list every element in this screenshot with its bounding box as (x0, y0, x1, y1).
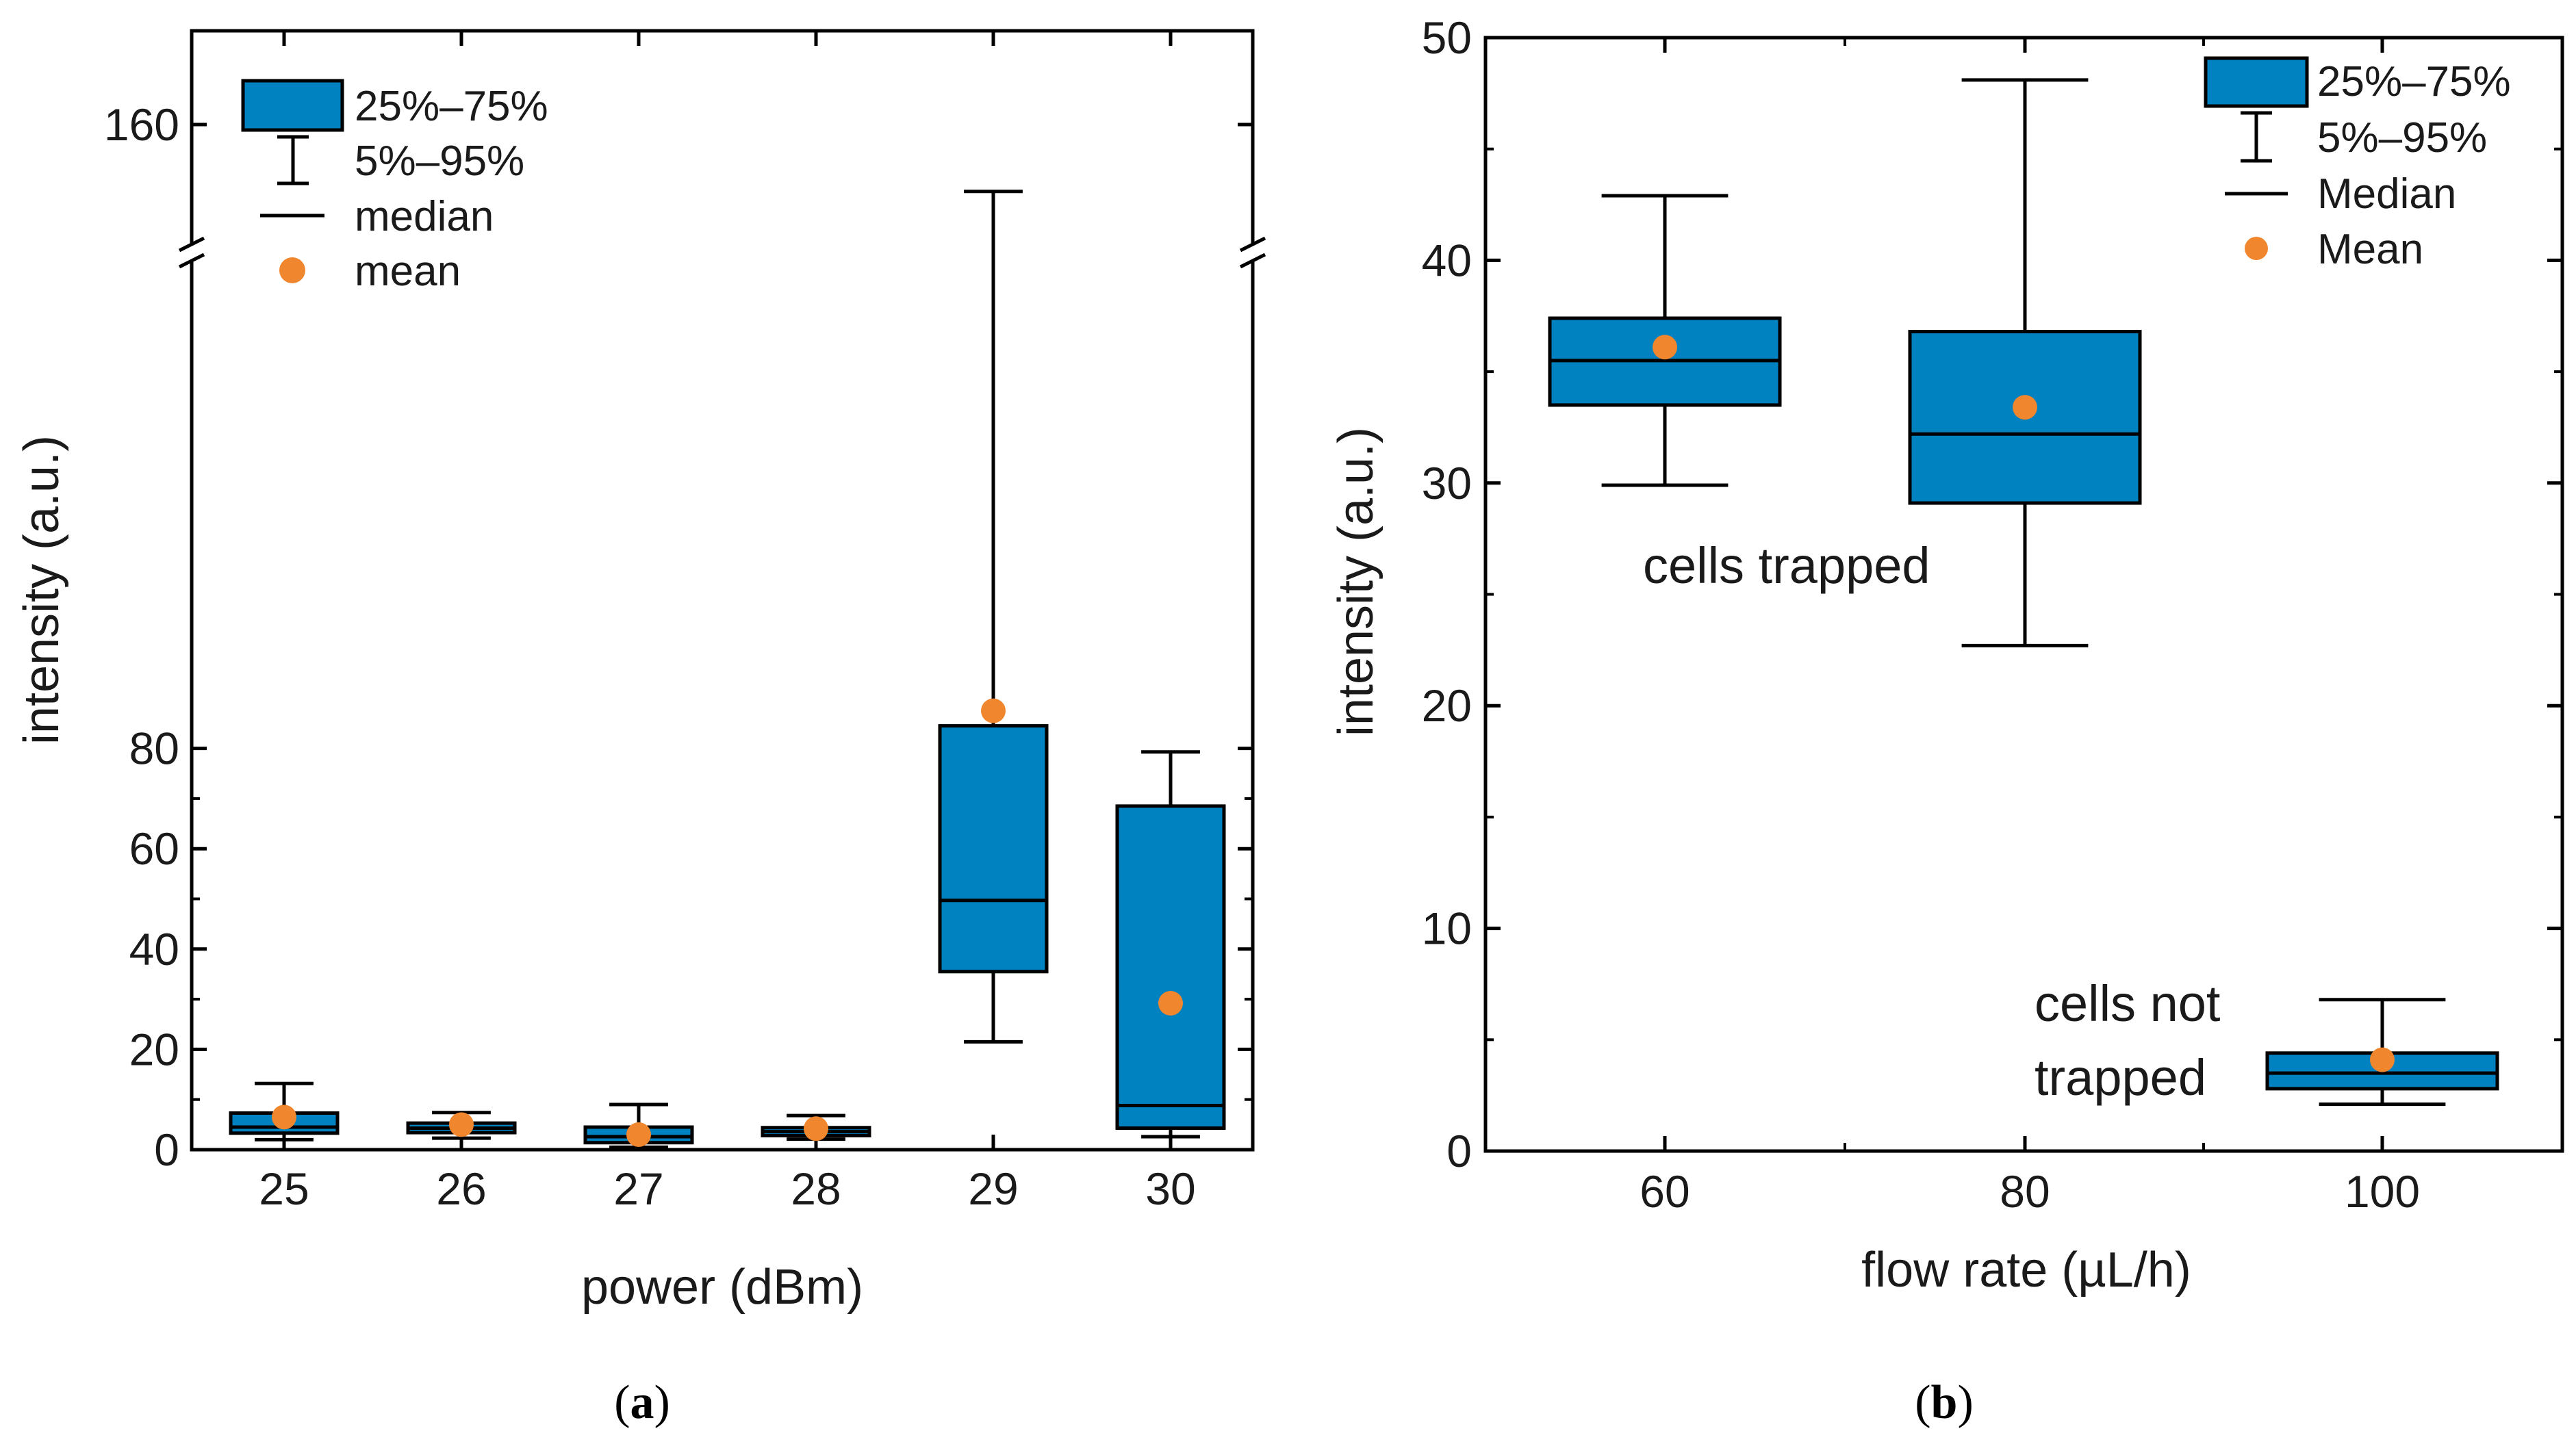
panel-a-box-27 (583, 1102, 694, 1149)
mean-point (2370, 1047, 2395, 1072)
y-tick-label: 60 (129, 823, 179, 874)
legend-b-box-swatch (2204, 56, 2309, 108)
legend-a-mean-label: mean (355, 248, 461, 295)
panel-a-y-title: intensity (a.u.) (14, 435, 69, 745)
mean-point (2013, 395, 2037, 420)
y-tick-label: 20 (129, 1024, 179, 1074)
panel-a-y-ticks: 0 20 40 60 80 160 (104, 99, 1253, 1175)
x-tick-label: 29 (968, 1163, 1018, 1214)
panel-b-y-title: intensity (a.u.) (1329, 427, 1383, 736)
panel-a-box-30 (1115, 750, 1226, 1139)
panel-b-y-ticks: 0 10 20 30 40 50 (1422, 12, 2562, 1176)
annotation-trapped: trapped (2035, 1049, 2206, 1106)
x-tick-label: 30 (1145, 1163, 1195, 1214)
mean-point (804, 1116, 828, 1141)
x-tick-label: 25 (259, 1163, 309, 1214)
break-mark (1239, 236, 1266, 253)
panel-a-caption-letter: a (630, 1376, 654, 1429)
panel-b-box-100 (2265, 998, 2499, 1107)
panel-b: 0 10 20 30 40 50 60 80 100 flow rate (µL/h) int… (1329, 12, 2564, 1429)
x-tick-label: 60 (1640, 1166, 1689, 1217)
legend-b-box-label: 25%–75% (2317, 58, 2511, 105)
x-tick-label: 26 (436, 1163, 486, 1214)
x-tick-label: 80 (2000, 1166, 2050, 1217)
panel-b-boxes (1548, 78, 2499, 1107)
break-mark (178, 253, 205, 269)
panel-a-box-28 (761, 1113, 871, 1141)
mean-point (626, 1122, 651, 1148)
annotation-cells-not: cells not (2035, 975, 2221, 1032)
panel-a: 0 20 40 60 80 160 25 26 27 28 29 30 power (dBm) in… (14, 29, 1266, 1429)
y-tick-label: 0 (154, 1124, 179, 1175)
iqr-box (1115, 804, 1226, 1130)
y-tick-label: 40 (1422, 235, 1472, 285)
panel-a-boxes (229, 190, 1226, 1149)
legend-a-box-swatch (241, 79, 344, 132)
y-tick-label: 10 (1422, 903, 1472, 954)
panel-b-x-ticks: 60 80 100 (1640, 38, 2420, 1217)
legend-b-mean-label: Mean (2317, 226, 2423, 273)
panel-a-x-ticks: 25 26 27 28 29 30 (259, 31, 1196, 1214)
y-tick-label: 80 (129, 723, 179, 774)
panel-b-caption: (b) (1915, 1376, 1974, 1429)
iqr-box (938, 724, 1049, 974)
legend-b-whisker-label: 5%–95% (2317, 114, 2487, 162)
mean-point (981, 698, 1006, 723)
x-tick-label: 100 (2345, 1166, 2420, 1217)
panel-a-caption: (a) (614, 1376, 670, 1429)
panel-a-box-25 (229, 1081, 340, 1141)
panel-a-box-29 (938, 190, 1049, 1044)
x-tick-label: 27 (613, 1163, 663, 1214)
panel-b-caption-letter: b (1931, 1376, 1958, 1429)
legend-a-whisker-label: 5%–95% (355, 138, 524, 185)
break-mark (178, 236, 205, 253)
panel-b-legend: 25%–75% 5%–95% Median Mean (2204, 56, 2511, 273)
y-tick-label: 40 (129, 924, 179, 974)
legend-a-whisker-swatch (277, 135, 309, 185)
panel-a-box-26 (406, 1111, 517, 1140)
panel-b-x-title: flow rate (µL/h) (1861, 1243, 2191, 1298)
panel-a-frame (190, 29, 1255, 1152)
y-tick-label: 160 (104, 99, 179, 150)
legend-a-box-label: 25%–75% (355, 83, 548, 130)
y-tick-label: 20 (1422, 680, 1472, 731)
mean-point (1653, 335, 1677, 360)
y-tick-label: 30 (1422, 458, 1472, 508)
panel-b-box-80 (1908, 78, 2142, 647)
annotation-cells-trapped: cells trapped (1643, 537, 1930, 594)
panel-a-axis-break (178, 236, 1266, 269)
mean-point (1158, 990, 1183, 1016)
x-tick-label: 28 (791, 1163, 841, 1214)
mean-point (272, 1105, 296, 1130)
legend-a-mean-swatch (279, 257, 305, 283)
legend-b-median-label: Median (2317, 170, 2456, 218)
y-tick-label: 50 (1422, 12, 1472, 63)
panel-a-x-title: power (dBm) (581, 1260, 863, 1315)
panel-b-box-60 (1548, 194, 1782, 487)
panel-a-legend: 25%–75% 5%–95% median mean (241, 79, 548, 295)
legend-a-median-label: median (355, 193, 494, 240)
legend-b-mean-swatch (2245, 237, 2268, 260)
legend-b-whisker-swatch (2241, 111, 2272, 163)
y-tick-label: 0 (1446, 1126, 1472, 1176)
mean-point (449, 1112, 474, 1137)
break-mark (1239, 253, 1266, 269)
